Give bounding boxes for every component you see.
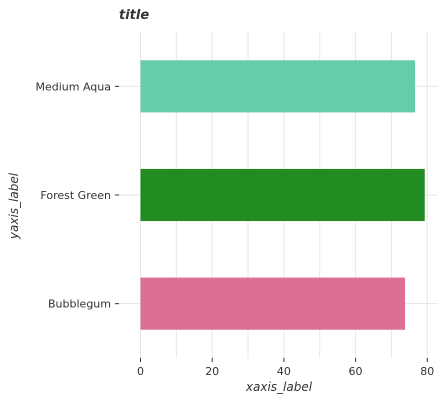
- x-tick-label: 0: [137, 365, 144, 378]
- chart-title: title: [119, 8, 149, 23]
- x-tick-label: 60: [349, 365, 363, 378]
- y-tick-label: Forest Green: [40, 189, 111, 202]
- bars: [140, 60, 425, 330]
- x-tick-label: 40: [277, 365, 291, 378]
- y-axis-label: yaxis_label: [7, 172, 21, 240]
- bar-forest-green: [140, 168, 425, 222]
- ticks: 0 20 40 60 80 Bubblegum Forest Green Medium Aqu…: [35, 80, 434, 378]
- bar-bubblegum: [140, 277, 406, 330]
- x-tick-label: 80: [420, 365, 434, 378]
- y-tick-label: Medium Aqua: [35, 80, 111, 93]
- y-tick-label: Bubblegum: [48, 298, 111, 311]
- x-tick-label: 20: [205, 365, 219, 378]
- bar-medium-aqua: [140, 60, 416, 113]
- x-axis-label: xaxis_label: [245, 380, 313, 394]
